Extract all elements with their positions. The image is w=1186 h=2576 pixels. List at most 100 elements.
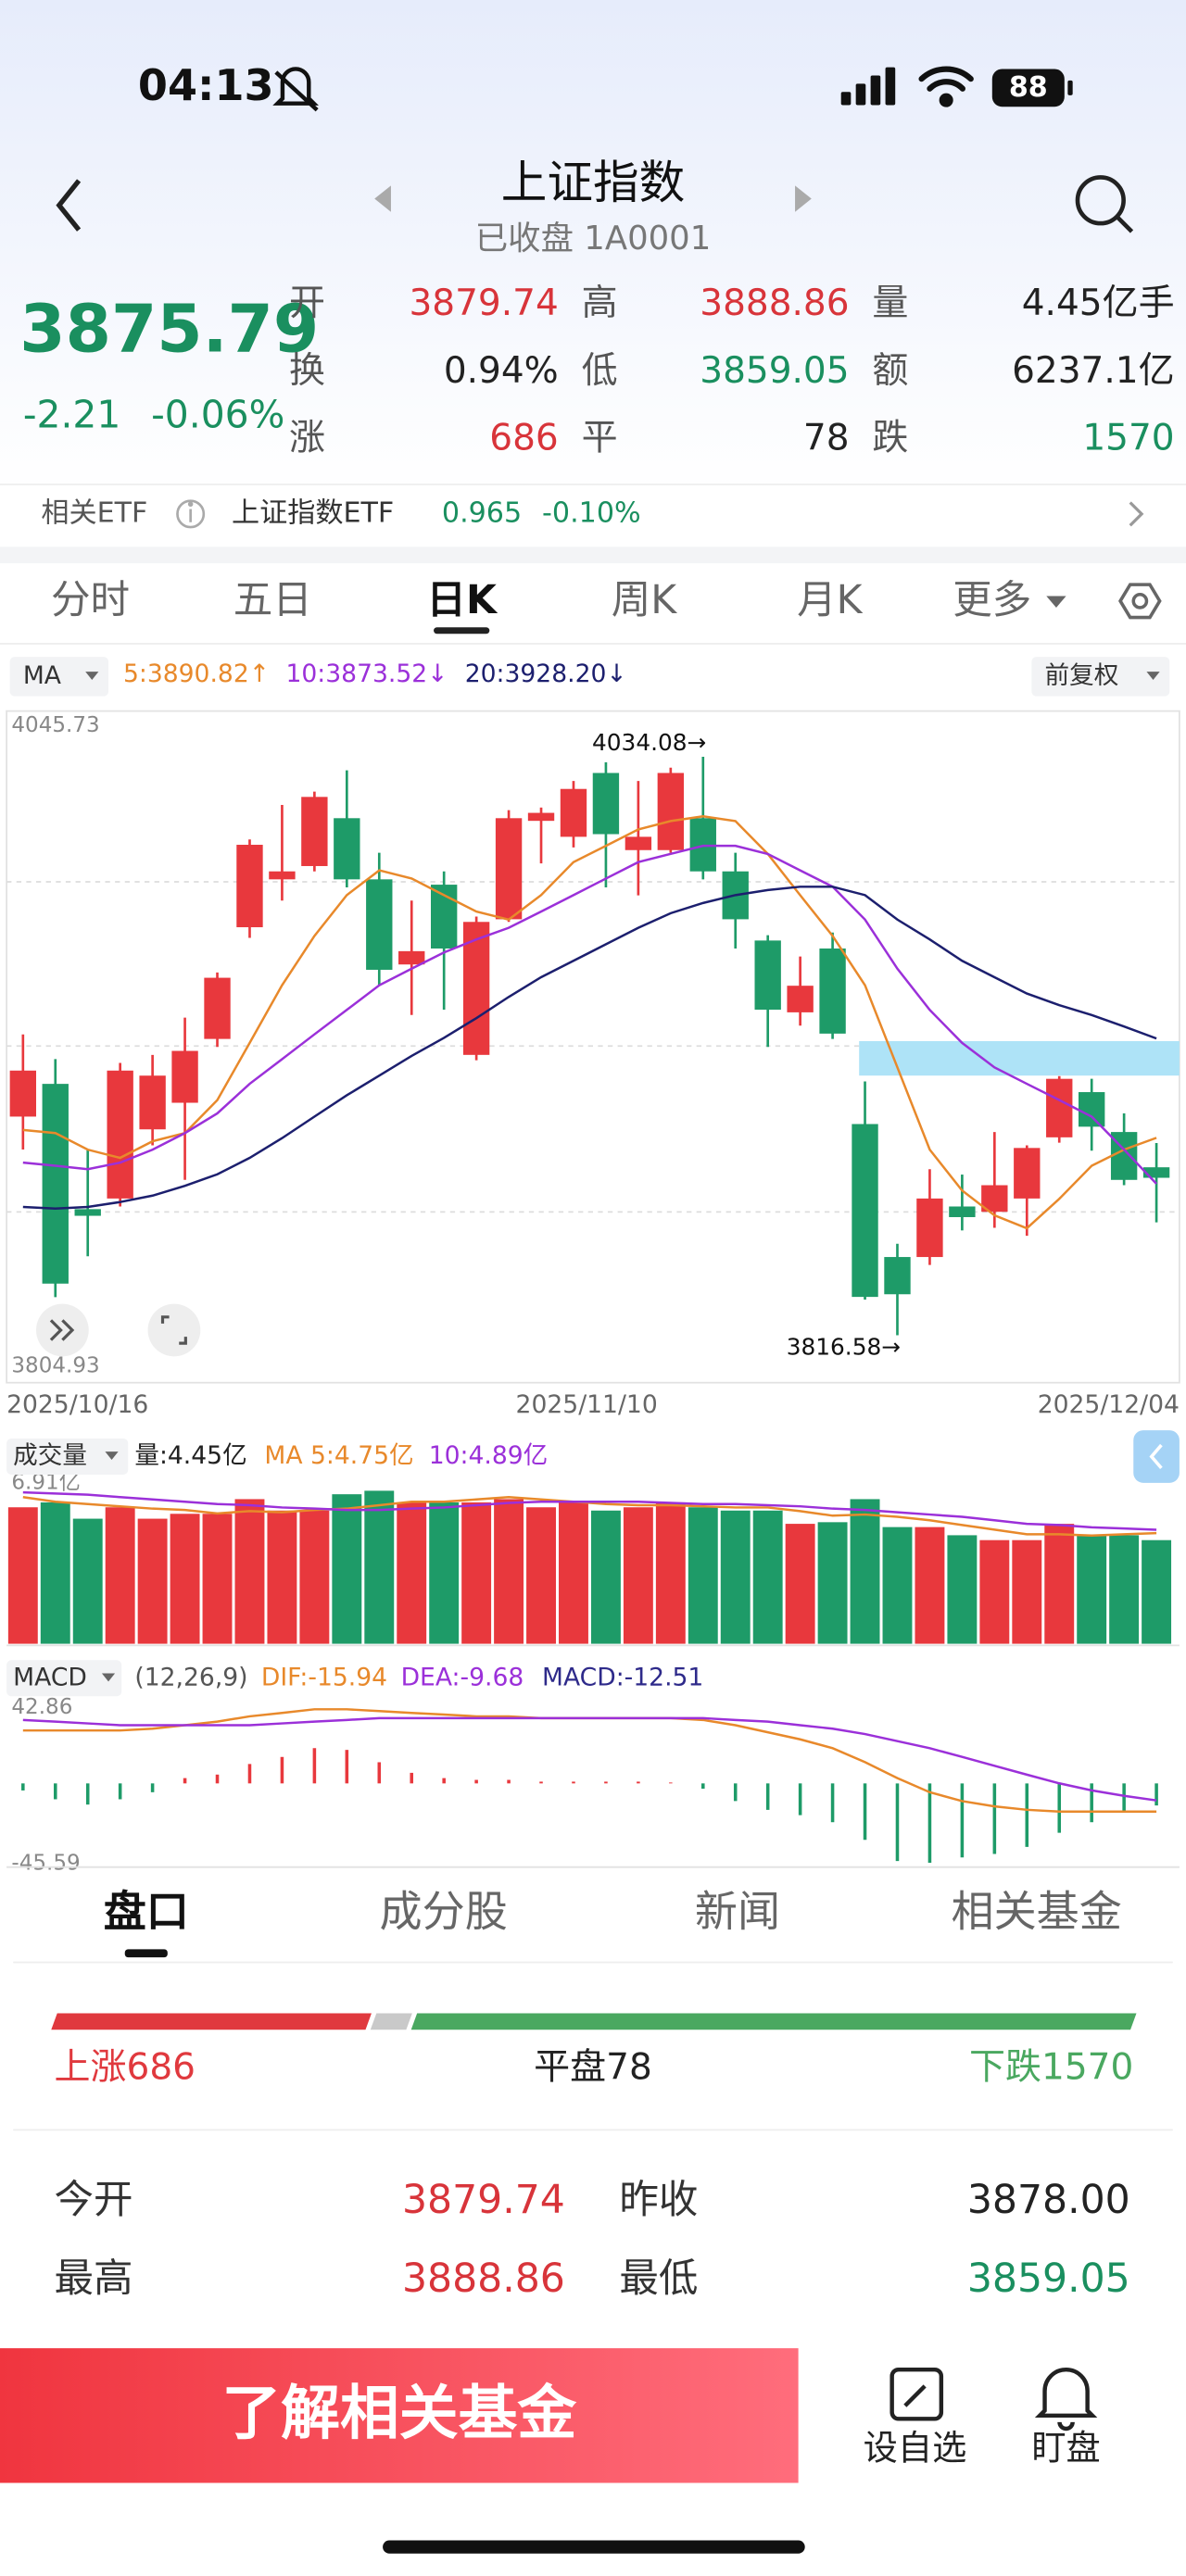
stat-label: 最低 bbox=[619, 2256, 698, 2302]
indicator-selector[interactable]: MA bbox=[9, 657, 109, 697]
volume-selector[interactable]: 成交量 bbox=[6, 1438, 129, 1475]
price-change-percent: -0.06% bbox=[151, 392, 284, 436]
y-tick-label: -45.59 bbox=[11, 1852, 80, 1876]
quote-value: 1570 bbox=[1082, 418, 1174, 459]
candle-body bbox=[334, 818, 360, 880]
volume-bar bbox=[915, 1527, 945, 1644]
quote-label: 量 bbox=[872, 283, 908, 324]
detail-tab[interactable]: 相关基金 bbox=[952, 1887, 1122, 1937]
settings-button[interactable] bbox=[1118, 583, 1162, 620]
candle-body bbox=[171, 1050, 198, 1103]
period-tab[interactable]: 五日 bbox=[233, 578, 312, 623]
candle-body bbox=[139, 1075, 166, 1130]
macd-value: MACD:-12.51 bbox=[542, 1663, 703, 1691]
next-index[interactable] bbox=[795, 185, 812, 212]
macd-params: (12,26,9) bbox=[134, 1663, 247, 1691]
detail-tab[interactable]: 成分股 bbox=[380, 1887, 508, 1937]
signal-icon bbox=[840, 67, 896, 106]
volume-bar bbox=[882, 1527, 913, 1644]
period-tab[interactable]: 月K bbox=[797, 578, 864, 623]
breadth-count: 1570 bbox=[1041, 2046, 1133, 2088]
battery-icon bbox=[991, 69, 1065, 107]
breadth-label: 平盘78 bbox=[534, 2046, 652, 2088]
monitor-button[interactable]: 盯盘 bbox=[1031, 2368, 1101, 2469]
candle-body bbox=[269, 871, 296, 880]
indicator-line bbox=[22, 886, 1157, 1211]
volume-bar bbox=[267, 1510, 297, 1644]
legend-entry: 20:3928.20↓ bbox=[465, 660, 627, 688]
high-annotation: 4034.08→ bbox=[592, 729, 706, 756]
quote-value: 4.45亿手 bbox=[1022, 283, 1175, 324]
candle-body bbox=[1046, 1078, 1073, 1137]
legend-entry: DEA:-9.68 bbox=[401, 1663, 524, 1691]
volume-bar bbox=[559, 1502, 588, 1644]
volume-bar bbox=[1012, 1539, 1042, 1644]
macd-indicator: MACD bbox=[13, 1663, 87, 1691]
stat-label: 最高 bbox=[55, 2256, 133, 2302]
top-background bbox=[0, 0, 1186, 493]
candle-body bbox=[754, 940, 781, 1011]
quote-value: 0.94% bbox=[444, 350, 559, 392]
detail-tab[interactable]: 新闻 bbox=[695, 1887, 780, 1937]
macd-selector[interactable]: MACD bbox=[6, 1660, 122, 1697]
watch-button[interactable]: 设自选 bbox=[864, 2367, 967, 2469]
dropdown-arrow bbox=[1046, 596, 1066, 608]
period-tab[interactable]: 分时 bbox=[51, 578, 130, 623]
volume-bar bbox=[299, 1510, 330, 1644]
volume-bar bbox=[234, 1499, 265, 1644]
indicator-line bbox=[22, 1490, 1157, 1531]
candle-body bbox=[9, 1070, 37, 1117]
etf-row[interactable]: 相关ETF 上证指数ETF 0.965 -0.10% bbox=[41, 496, 1144, 529]
candle-body bbox=[462, 922, 490, 1055]
stat-label: 今开 bbox=[55, 2178, 133, 2223]
adjust-mode: 前复权 bbox=[1045, 661, 1119, 690]
watch-label: 设自选 bbox=[864, 2428, 967, 2469]
stat-label: 昨收 bbox=[619, 2178, 698, 2223]
volume-bar bbox=[688, 1507, 718, 1644]
quote-label: 跌 bbox=[872, 418, 908, 459]
period-tab[interactable]: 更多 bbox=[953, 578, 1031, 623]
previous-index[interactable] bbox=[374, 185, 391, 212]
breadth-name: 平盘 bbox=[534, 2046, 606, 2088]
expand-button[interactable] bbox=[36, 1303, 89, 1357]
candle-body bbox=[398, 950, 425, 965]
volume-bar bbox=[752, 1510, 783, 1644]
status-time: 04:13 bbox=[138, 60, 274, 110]
period-tab[interactable]: 日K bbox=[426, 578, 498, 623]
stat-value: 3878.00 bbox=[967, 2178, 1130, 2223]
tab-indicator bbox=[434, 627, 490, 635]
volume-bar bbox=[137, 1518, 168, 1644]
last-price: 3875.79 bbox=[19, 290, 319, 367]
detail-tab[interactable]: 盘口 bbox=[104, 1887, 189, 1937]
stat-value: 3888.86 bbox=[402, 2256, 565, 2302]
volume-bar bbox=[1109, 1535, 1140, 1644]
quote-value: 686 bbox=[489, 418, 558, 459]
quote-label: 低 bbox=[582, 350, 618, 392]
chevron bbox=[1129, 501, 1144, 527]
search-button[interactable] bbox=[1075, 175, 1134, 233]
etf-label: 相关ETF bbox=[41, 496, 147, 529]
candle-body bbox=[592, 773, 620, 835]
candle-body bbox=[852, 1124, 878, 1298]
candle-body bbox=[1142, 1167, 1170, 1178]
breadth-name: 上涨 bbox=[55, 2046, 127, 2088]
fullscreen-button[interactable] bbox=[147, 1303, 201, 1357]
fund-button[interactable] bbox=[0, 2348, 799, 2483]
low-annotation: 3816.58→ bbox=[787, 1334, 901, 1361]
candle-body bbox=[949, 1206, 976, 1217]
volume-bar bbox=[623, 1507, 653, 1644]
battery-level: 88 bbox=[1009, 71, 1048, 104]
adjust-selector[interactable]: 前复权 bbox=[1031, 657, 1170, 697]
section-gap bbox=[0, 547, 1186, 564]
highlight-zone bbox=[859, 1040, 1180, 1076]
back-button[interactable] bbox=[56, 179, 82, 232]
volume-bar bbox=[364, 1490, 395, 1644]
breadth-bar bbox=[51, 2013, 372, 2030]
y-tick-label: 4045.73 bbox=[11, 713, 99, 737]
candle-body bbox=[819, 948, 846, 1034]
period-tab[interactable]: 周K bbox=[612, 578, 678, 623]
volume-legend: 量:4.45亿 bbox=[134, 1441, 246, 1470]
page-title: 上证指数 bbox=[501, 156, 686, 209]
collapse-tab[interactable] bbox=[1133, 1430, 1180, 1483]
